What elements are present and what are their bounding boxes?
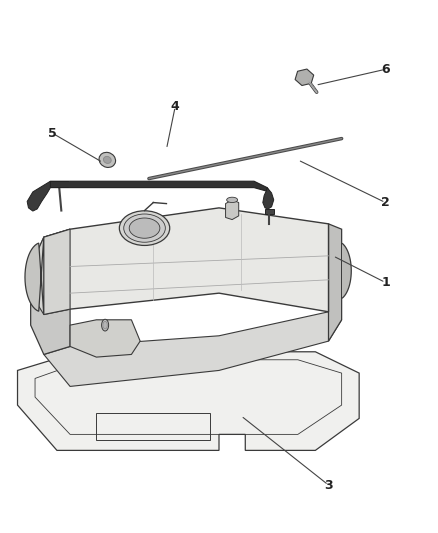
Text: 4: 4 (171, 100, 180, 113)
Ellipse shape (103, 156, 111, 164)
Polygon shape (44, 208, 328, 314)
Text: 1: 1 (381, 276, 390, 289)
Polygon shape (31, 229, 70, 354)
Polygon shape (226, 200, 239, 220)
Polygon shape (263, 188, 274, 209)
Text: 6: 6 (381, 63, 390, 76)
Polygon shape (295, 69, 314, 85)
Polygon shape (31, 229, 70, 314)
Polygon shape (18, 352, 359, 450)
Polygon shape (328, 224, 342, 341)
Polygon shape (27, 181, 50, 211)
Polygon shape (50, 181, 68, 187)
Ellipse shape (102, 319, 109, 331)
Text: 3: 3 (324, 479, 333, 491)
Ellipse shape (99, 152, 116, 167)
Ellipse shape (103, 321, 107, 329)
Polygon shape (44, 312, 342, 386)
Polygon shape (342, 243, 351, 298)
Ellipse shape (119, 211, 170, 245)
Ellipse shape (129, 218, 160, 238)
Polygon shape (265, 209, 274, 214)
Ellipse shape (227, 197, 237, 203)
Polygon shape (70, 320, 140, 357)
Ellipse shape (124, 214, 166, 242)
Polygon shape (25, 237, 44, 314)
Polygon shape (50, 181, 269, 192)
Text: 2: 2 (381, 196, 390, 209)
Text: 5: 5 (48, 127, 57, 140)
